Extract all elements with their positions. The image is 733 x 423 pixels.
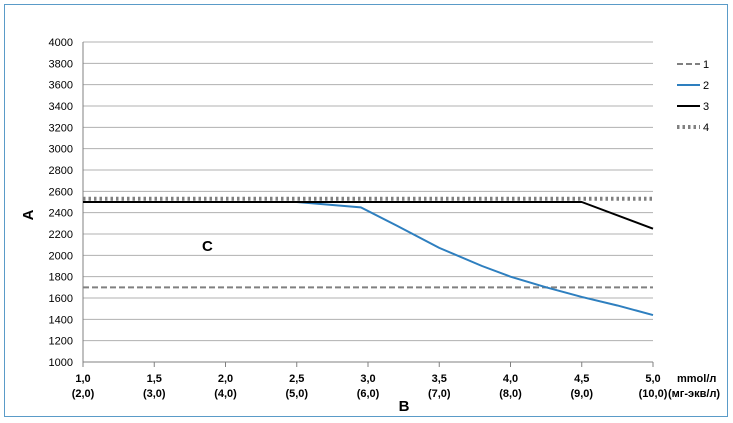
legend-label-1: 1 [703, 59, 709, 71]
x-unit-sublabel: (мг-экв/л) [668, 388, 720, 400]
x-tick-label: 3,0 [360, 373, 375, 385]
x-tick-label: 4,5 [574, 373, 589, 385]
x-unit-label: mmol/л [677, 373, 716, 385]
legend-label-4: 4 [703, 122, 709, 134]
y-tick-label: 2800 [49, 165, 73, 177]
legend-label-2: 2 [703, 80, 709, 92]
y-tick-label: 2000 [49, 250, 73, 262]
x-tick-label: 3,5 [432, 373, 447, 385]
y-tick-label: 1400 [49, 314, 73, 326]
y-tick-labels: 1000 1200 1400 1600 1800 2000 2200 2400 2600 2800… [49, 37, 73, 369]
y-axis-label: A [20, 209, 37, 220]
x-tick-sublabel: (9,0) [570, 388, 593, 400]
y-tick-label: 2600 [49, 186, 73, 198]
y-tick-label: 3400 [49, 101, 73, 113]
x-tick-sublabel: (2,0) [72, 388, 95, 400]
x-tick-label: 1,0 [75, 373, 90, 385]
x-tick-label: 4,0 [503, 373, 518, 385]
x-tick-label: 5,0 [645, 373, 660, 385]
y-tick-label: 1200 [49, 336, 73, 348]
series-3-line [83, 201, 654, 230]
x-tick-labels: 1,0 (2,0) 1,5 (3,0) 2,0 (4,0) 2,5 (5,0) 3,0 (6,0)… [72, 373, 668, 400]
y-tick-label: 4000 [49, 37, 73, 49]
x-tick-sublabel: (8,0) [499, 388, 522, 400]
y-tick-label: 1000 [49, 357, 73, 369]
y-tick-label: 3000 [49, 144, 73, 156]
legend: 1 2 3 4 [677, 59, 709, 134]
x-tick-sublabel: (6,0) [357, 388, 380, 400]
y-tick-label: 1800 [49, 272, 73, 284]
annotation-c: C [202, 238, 213, 255]
series-lines [83, 196, 654, 317]
x-tick-sublabel: (7,0) [428, 388, 451, 400]
x-tick-sublabel: (3,0) [143, 388, 166, 400]
x-tick-label: 1,5 [147, 373, 162, 385]
x-tick-sublabel: (10,0) [639, 388, 668, 400]
x-tick-sublabel: (5,0) [285, 388, 308, 400]
y-tick-label: 3800 [49, 58, 73, 70]
grid-lines [82, 41, 654, 367]
x-tick-label: 2,5 [289, 373, 304, 385]
x-axis-label: B [399, 398, 410, 415]
x-tick-label: 2,0 [218, 373, 233, 385]
legend-label-3: 3 [703, 101, 709, 113]
y-tick-label: 3200 [49, 122, 73, 134]
y-tick-label: 3600 [49, 80, 73, 92]
series-2-line [83, 201, 654, 317]
x-tick-sublabel: (4,0) [214, 388, 237, 400]
y-tick-label: 2200 [49, 229, 73, 241]
y-tick-label: 2400 [49, 208, 73, 220]
y-tick-label: 1600 [49, 293, 73, 305]
